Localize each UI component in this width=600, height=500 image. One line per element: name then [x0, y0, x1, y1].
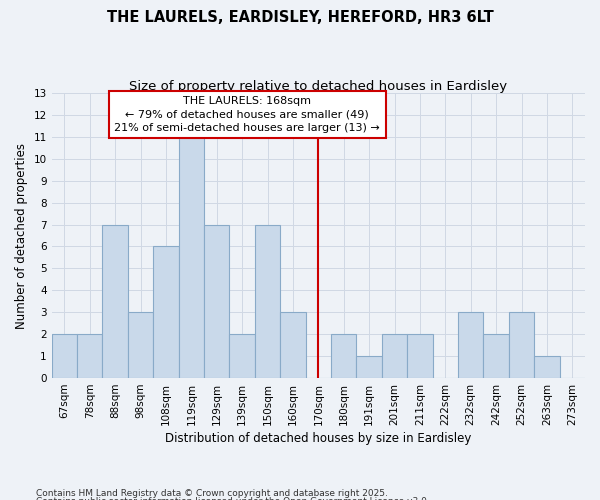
Bar — [255, 224, 280, 378]
Bar — [484, 334, 509, 378]
Bar — [103, 224, 128, 378]
Text: Contains HM Land Registry data © Crown copyright and database right 2025.: Contains HM Land Registry data © Crown c… — [36, 488, 388, 498]
Bar — [128, 312, 153, 378]
Text: THE LAURELS: 168sqm
← 79% of detached houses are smaller (49)
21% of semi-detach: THE LAURELS: 168sqm ← 79% of detached ho… — [115, 96, 380, 132]
Title: Size of property relative to detached houses in Eardisley: Size of property relative to detached ho… — [129, 80, 508, 93]
Bar — [153, 246, 179, 378]
Bar — [280, 312, 305, 378]
Bar — [331, 334, 356, 378]
Bar — [509, 312, 534, 378]
Bar — [382, 334, 407, 378]
Text: Contains public sector information licensed under the Open Government Licence v3: Contains public sector information licen… — [36, 497, 430, 500]
Bar — [534, 356, 560, 378]
Bar — [407, 334, 433, 378]
X-axis label: Distribution of detached houses by size in Eardisley: Distribution of detached houses by size … — [165, 432, 472, 445]
Bar — [179, 137, 204, 378]
Bar — [356, 356, 382, 378]
Bar — [204, 224, 229, 378]
Y-axis label: Number of detached properties: Number of detached properties — [15, 142, 28, 328]
Bar — [52, 334, 77, 378]
Bar — [229, 334, 255, 378]
Bar — [458, 312, 484, 378]
Text: THE LAURELS, EARDISLEY, HEREFORD, HR3 6LT: THE LAURELS, EARDISLEY, HEREFORD, HR3 6L… — [107, 10, 493, 25]
Bar — [77, 334, 103, 378]
